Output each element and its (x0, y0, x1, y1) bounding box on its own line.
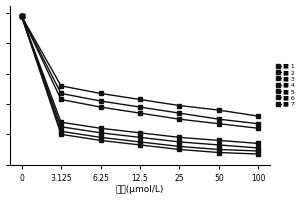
X-axis label: 浓度(μmol/L): 浓度(μmol/L) (116, 185, 164, 194)
Legend: ■ 1, ■ 2, ■ 3, ■ 4, ■ 5, ■ 6, ■ 7: ■ 1, ■ 2, ■ 3, ■ 4, ■ 5, ■ 6, ■ 7 (276, 63, 295, 107)
